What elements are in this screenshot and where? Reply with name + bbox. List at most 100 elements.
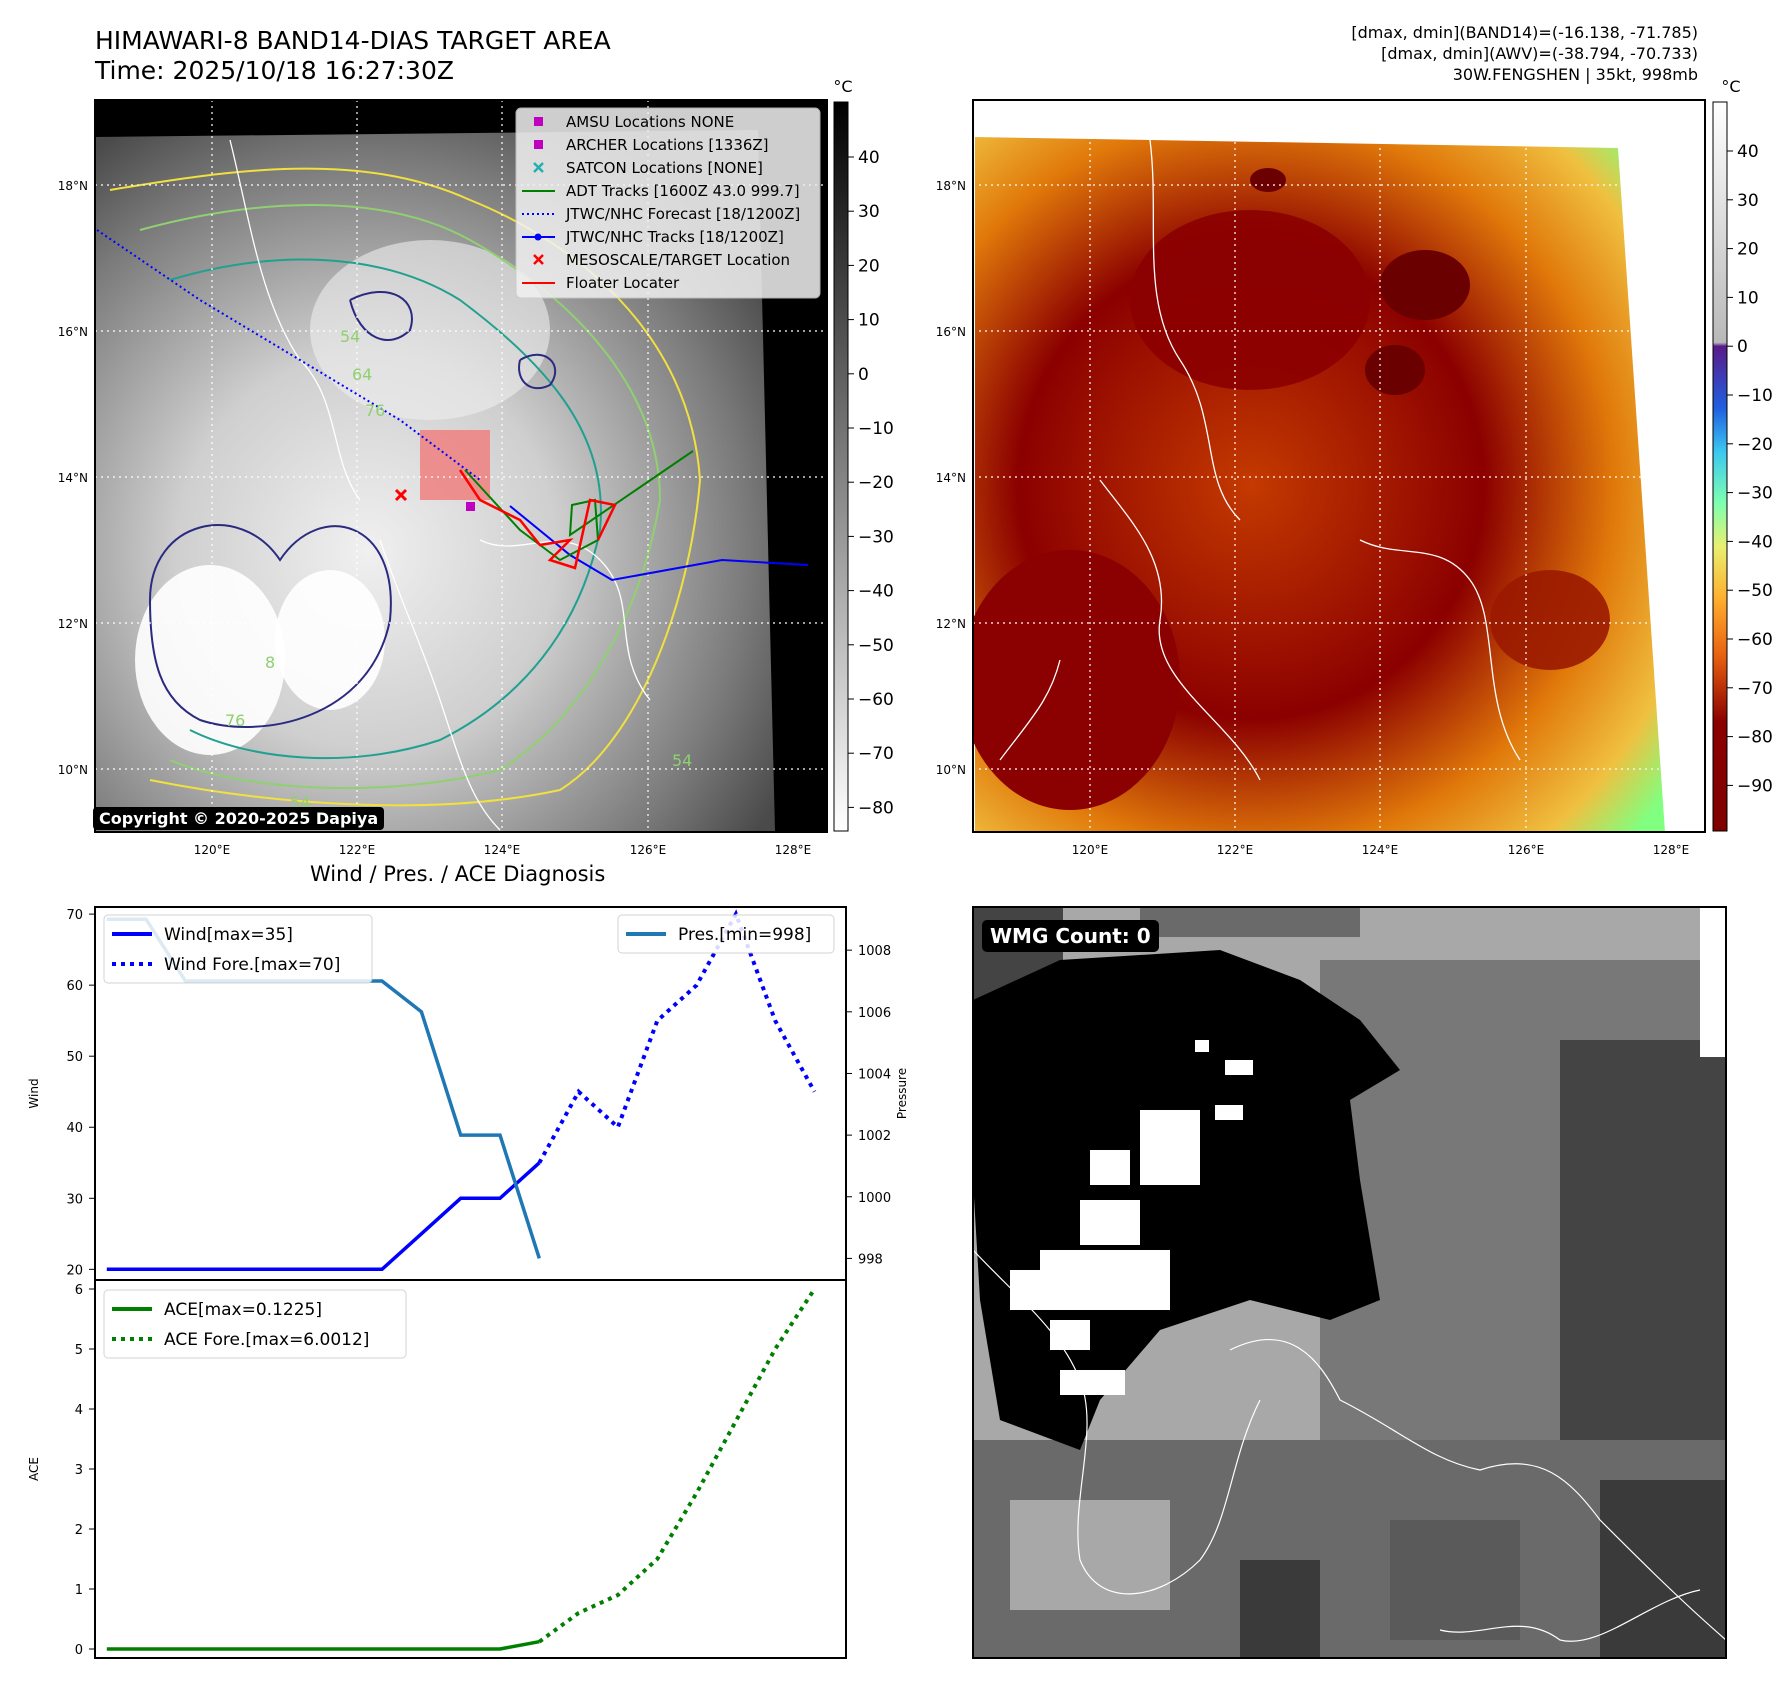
legend-label: ADT Tracks [1600Z 43.0 999.7] (566, 182, 800, 200)
lon-tick: 126°E (1508, 843, 1545, 857)
colorbar-unit: °C (1721, 77, 1740, 96)
colorbar-tick: 20 (858, 256, 880, 276)
lat-tick: 12°N (936, 617, 966, 631)
y-tick-label: 5 (75, 1343, 83, 1358)
colorbar-tick: −80 (858, 798, 894, 818)
wmg-count-badge: WMG Count: 0 (982, 920, 1159, 952)
y2-tick-label: 1004 (858, 1067, 891, 1082)
colorbar-tick: 0 (1737, 337, 1748, 357)
contour-label: 76 (225, 711, 245, 730)
legend-item: ARCHER Locations [1336Z] (534, 136, 769, 154)
legend-item: MESOSCALE/TARGET Location (533, 251, 790, 269)
colorbar-tick: 40 (1737, 142, 1759, 162)
chart-legend: Wind[max=35] Wind Fore.[max=70] (103, 914, 373, 984)
lat-tick: 14°N (936, 471, 966, 485)
lat-tick: 10°N (936, 763, 966, 777)
lon-tick: 120°E (194, 843, 231, 857)
colorbar-tick: 40 (858, 148, 880, 168)
copyright-badge: Copyright © 2020-2025 Dapiya (93, 807, 385, 830)
y-axis-label: Wind (27, 1078, 41, 1108)
awv-colorbar: °C 40 30 20 10 0 −10 −20 −30 −40 −50 −60 −70 −80 −90 (1712, 77, 1773, 832)
legend-item: Floater Locater (522, 274, 680, 292)
legend-marker (533, 254, 544, 265)
band14-map-frame (94, 99, 828, 833)
y-tick-label: 0 (75, 1643, 83, 1658)
legend-label: Wind[max=35] (164, 925, 293, 945)
series-line (106, 1161, 541, 1272)
y-tick-label: 2 (75, 1523, 83, 1538)
colorbar-tick: −50 (858, 636, 894, 656)
map-legend: AMSU Locations NONE ARCHER Locations [133… (515, 107, 821, 299)
colorbar-tick: 20 (1737, 240, 1759, 260)
info-awv: [dmax, dmin](AWV)=(-38.794, -70.733) (1381, 44, 1698, 63)
legend-label: JTWC/NHC Forecast [18/1200Z] (565, 205, 800, 223)
band14-colorbar: °C 40 30 20 10 0 −10 −20 −30 −40 −50 −60 −70 −80 (833, 77, 894, 832)
colorbar-tick: −30 (1737, 484, 1773, 504)
legend-item: JTWC/NHC Forecast [18/1200Z] (522, 205, 800, 223)
colorbar-tick: 0 (858, 365, 869, 385)
colorbar-tick: −80 (1737, 728, 1773, 748)
legend-item: ADT Tracks [1600Z 43.0 999.7] (522, 182, 800, 200)
y-axis-label: ACE (27, 1457, 41, 1481)
colorbar-tick: 10 (858, 311, 880, 331)
colorbar-tick: −30 (858, 527, 894, 547)
y-tick-label: 6 (75, 1283, 83, 1298)
figure-title: HIMAWARI-8 BAND14-DIAS TARGET AREA Time:… (95, 26, 611, 86)
y2-tick-label: 998 (858, 1252, 883, 1267)
wmg-map (973, 907, 1726, 1658)
legend-marker (534, 117, 543, 126)
info-storm: 30W.FENGSHEN | 35kt, 998mb (1452, 65, 1698, 84)
colorbar-tick: −10 (858, 419, 894, 439)
series-line (537, 909, 817, 1164)
ace-chart: 0 1 2 3 4 5 6 ACE ACE[max=0.1225] ACE Fore.[max=6… (27, 1279, 847, 1659)
colorbar-tick: 30 (1737, 191, 1759, 211)
legend-marker (534, 140, 543, 149)
legend-label: Wind Fore.[max=70] (164, 955, 340, 975)
lat-tick: 16°N (936, 325, 966, 339)
y-tick-label: 3 (75, 1463, 83, 1478)
colorbar-tick: −70 (1737, 679, 1773, 699)
contour-label: 54 (672, 751, 692, 770)
y-tick-label: 4 (75, 1403, 83, 1418)
legend-item: JTWC/NHC Tracks [18/1200Z] (522, 228, 784, 246)
colorbar-tick: −20 (858, 473, 894, 493)
legend-marker-dot (534, 233, 542, 241)
colorbar-tick: −60 (858, 690, 894, 710)
y-tick-label: 70 (66, 908, 83, 923)
lat-tick: 18°N (58, 179, 88, 193)
legend-item: AMSU Locations NONE (534, 113, 734, 131)
title-line-2: Time: 2025/10/18 16:27:30Z (95, 56, 454, 85)
diagnosis-title: Wind / Pres. / ACE Diagnosis (310, 862, 606, 886)
colorbar-tick: 30 (858, 202, 880, 222)
legend-label: SATCON Locations [NONE] (566, 159, 763, 177)
y2-tick-label: 1000 (858, 1191, 891, 1206)
chart-legend: Pres.[min=998] (617, 914, 835, 954)
lon-tick: 126°E (630, 843, 667, 857)
lat-tick: 12°N (58, 617, 88, 631)
y2-tick-label: 1002 (858, 1129, 891, 1144)
title-line-1: HIMAWARI-8 BAND14-DIAS TARGET AREA (95, 26, 611, 55)
info-band14: [dmax, dmin](BAND14)=(-16.138, -71.785) (1351, 23, 1698, 42)
legend-label: Pres.[min=998] (678, 925, 811, 945)
y-tick-label: 40 (66, 1121, 83, 1136)
colorbar-tick: −60 (1737, 630, 1773, 650)
awv-map (973, 100, 1705, 832)
legend-label: MESOSCALE/TARGET Location (566, 251, 790, 269)
series-line (538, 1287, 817, 1644)
storm-info: [dmax, dmin](BAND14)=(-16.138, -71.785) … (1351, 22, 1698, 85)
lat-tick: 14°N (58, 471, 88, 485)
lon-tick: 120°E (1072, 843, 1109, 857)
lat-tick: 18°N (936, 179, 966, 193)
awv-map-frame (972, 99, 1706, 833)
lon-tick: 124°E (484, 843, 521, 857)
contour-label: 76 (365, 401, 385, 420)
y-tick-label: 60 (66, 979, 83, 994)
legend-marker (533, 162, 544, 173)
y-tick-label: 30 (66, 1192, 83, 1207)
contour-label: 8 (265, 653, 275, 672)
lon-tick: 122°E (339, 843, 376, 857)
colorbar-tick: −10 (1737, 386, 1773, 406)
contour-label: 54 (340, 327, 360, 346)
wind-pressure-chart: 20 30 40 50 60 70 998 1000 1002 1004 1006 1008 Wind P… (27, 906, 909, 1281)
legend-label: Floater Locater (566, 274, 680, 292)
